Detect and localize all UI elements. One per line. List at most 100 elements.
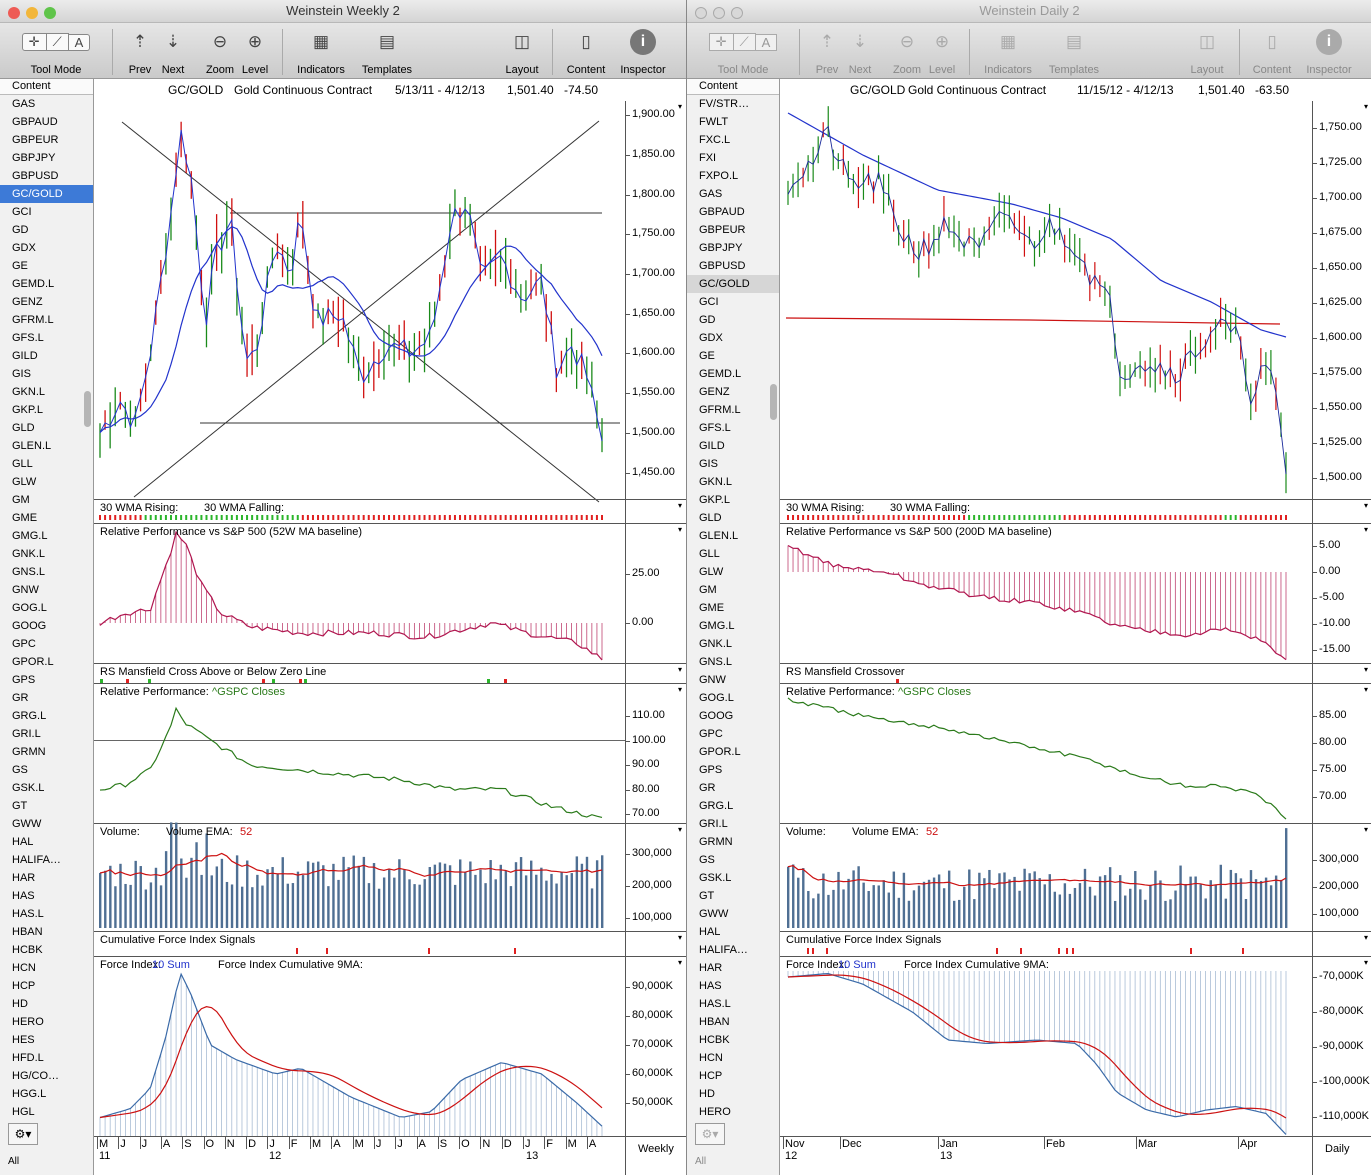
panel-menu-icon[interactable]: ▾ [1363,501,1368,510]
sidebar-item[interactable]: GFRM.L [12,314,54,326]
sidebar-item[interactable]: GOOG [12,620,47,632]
sidebar-item[interactable]: GPOR.L [699,746,741,758]
panel-menu-icon[interactable]: ▾ [677,102,682,111]
sidebar-item[interactable]: GS [699,854,715,866]
sidebar-item[interactable]: HD [12,998,28,1010]
panel-menu-icon[interactable]: ▾ [1363,525,1368,534]
sidebar-item[interactable]: GILD [12,350,38,362]
gear-icon[interactable]: ⚙▾ [8,1123,38,1145]
sidebar-item[interactable]: GMG.L [12,530,48,542]
templates-button[interactable]: ▤ Templates [1043,23,1105,76]
sidebar-item[interactable]: GCI [12,206,32,218]
sidebar-item[interactable]: HBAN [12,926,43,938]
sidebar-item[interactable]: GBPEUR [12,134,59,146]
layout-button[interactable]: ◫ Layout [1185,23,1229,76]
sidebar-item[interactable]: GME [699,602,725,614]
sidebar-header[interactable]: Content [687,79,779,95]
zoom-button[interactable] [44,7,56,19]
minimize-button[interactable] [26,7,38,19]
sidebar-item[interactable]: GIS [699,458,718,470]
sidebar-item[interactable]: GIS [12,368,31,380]
sidebar-item[interactable]: GILD [699,440,725,452]
sidebar-item[interactable]: GME [12,512,38,524]
sidebar-item[interactable]: GE [699,350,715,362]
sidebar-item[interactable]: GS [12,764,28,776]
sidebar-item[interactable]: GWW [699,908,729,920]
sidebar-item[interactable]: GBPAUD [12,116,58,128]
sidebar-item[interactable]: GPC [699,728,723,740]
panel-menu-icon[interactable]: ▾ [677,933,682,942]
scrollbar-thumb[interactable] [84,391,91,427]
sidebar-item[interactable]: GLEN.L [699,530,739,542]
sidebar-item[interactable]: GKP.L [699,494,730,506]
content-button[interactable]: ▯ Content [1246,23,1298,76]
sidebar-item[interactable]: HGL [12,1106,35,1118]
sidebar-item[interactable]: GLW [699,566,724,578]
panel-menu-icon[interactable]: ▾ [1363,933,1368,942]
panel-menu-icon[interactable]: ▾ [1363,685,1368,694]
sidebar-item[interactable]: GOG.L [699,692,734,704]
sidebar-item[interactable]: GRI.L [699,818,728,830]
sidebar-item[interactable]: GT [12,800,28,812]
sidebar-item[interactable]: GC/GOLD [0,185,93,203]
sidebar-item[interactable]: FV/STR… [699,98,750,110]
sidebar-item[interactable]: HFD.L [12,1052,44,1064]
prev-button[interactable]: ⇡ Prev [811,23,843,76]
all-label[interactable]: All [695,1156,707,1167]
sidebar-item[interactable]: GPS [699,764,723,776]
title-bar[interactable]: Weinstein Daily 2 [687,0,1371,23]
next-button[interactable]: ⇣ Next [156,23,190,76]
level-button[interactable]: ⊕ Level [925,23,959,76]
sidebar-item[interactable]: GT [699,890,715,902]
sidebar-item[interactable]: GFRM.L [699,404,741,416]
sidebar-item[interactable]: GPS [12,674,36,686]
sidebar-item[interactable]: GLL [12,458,33,470]
sidebar-item[interactable]: GR [699,782,716,794]
sidebar-item[interactable]: GRI.L [12,728,41,740]
sidebar-item[interactable]: GPOR.L [12,656,54,668]
title-bar[interactable]: Weinstein Weekly 2 [0,0,686,23]
sidebar-item[interactable]: GRG.L [699,800,734,812]
indicators-button[interactable]: ▦ Indicators [290,23,352,76]
indicators-button[interactable]: ▦ Indicators [977,23,1039,76]
close-button[interactable] [695,7,707,19]
panel-menu-icon[interactable]: ▾ [677,685,682,694]
panel-menu-icon[interactable]: ▾ [1363,102,1368,111]
inspector-button[interactable]: i Inspector [1299,23,1359,76]
panel-menu-icon[interactable]: ▾ [677,501,682,510]
sidebar-item[interactable]: GWW [12,818,42,830]
chart-area[interactable]: GC/GOLD Gold Continuous Contract 5/13/11 -… [94,79,686,1175]
sidebar-item[interactable]: HAR [12,872,36,884]
sidebar-item[interactable]: GKN.L [12,386,46,398]
prev-button[interactable]: ⇡ Prev [124,23,156,76]
sidebar-item[interactable]: GDX [12,242,36,254]
sidebar-item[interactable]: GRMN [699,836,733,848]
sidebar-item[interactable]: GD [699,314,716,326]
sidebar-item[interactable]: HD [699,1088,715,1100]
sidebar-item[interactable]: HBAN [699,1016,730,1028]
sidebar-item[interactable]: FWLT [699,116,729,128]
periodicity-label[interactable]: Weekly [638,1143,674,1155]
text-tool-icon[interactable]: A [68,33,91,51]
sidebar-item[interactable]: GAS [12,98,36,110]
sidebar-item[interactable]: HAL [699,926,721,938]
sidebar-item[interactable]: HES [12,1034,35,1046]
sidebar-item[interactable]: GNW [12,584,39,596]
panel-menu-icon[interactable]: ▾ [677,665,682,674]
sidebar-item[interactable]: GNK.L [699,638,733,650]
sidebar-item[interactable]: HGG.L [12,1088,47,1100]
line-tool-icon[interactable]: ⟋ [733,33,756,51]
sidebar-item[interactable]: GE [12,260,28,272]
minimize-button[interactable] [713,7,725,19]
sidebar-item[interactable]: GDX [699,332,723,344]
sidebar-item[interactable]: GM [12,494,30,506]
sidebar-item[interactable]: GNS.L [12,566,46,578]
scrollbar-thumb[interactable] [770,384,777,420]
zoom-button[interactable]: ⊖ Zoom [889,23,925,76]
sidebar-item[interactable]: HALIFA… [699,944,748,956]
sidebar-item[interactable]: GBPUSD [699,260,746,272]
level-button[interactable]: ⊕ Level [238,23,272,76]
sidebar-item[interactable]: HCBK [699,1034,730,1046]
sidebar-item[interactable]: GLL [699,548,720,560]
sidebar-item[interactable]: GBPUSD [12,170,59,182]
